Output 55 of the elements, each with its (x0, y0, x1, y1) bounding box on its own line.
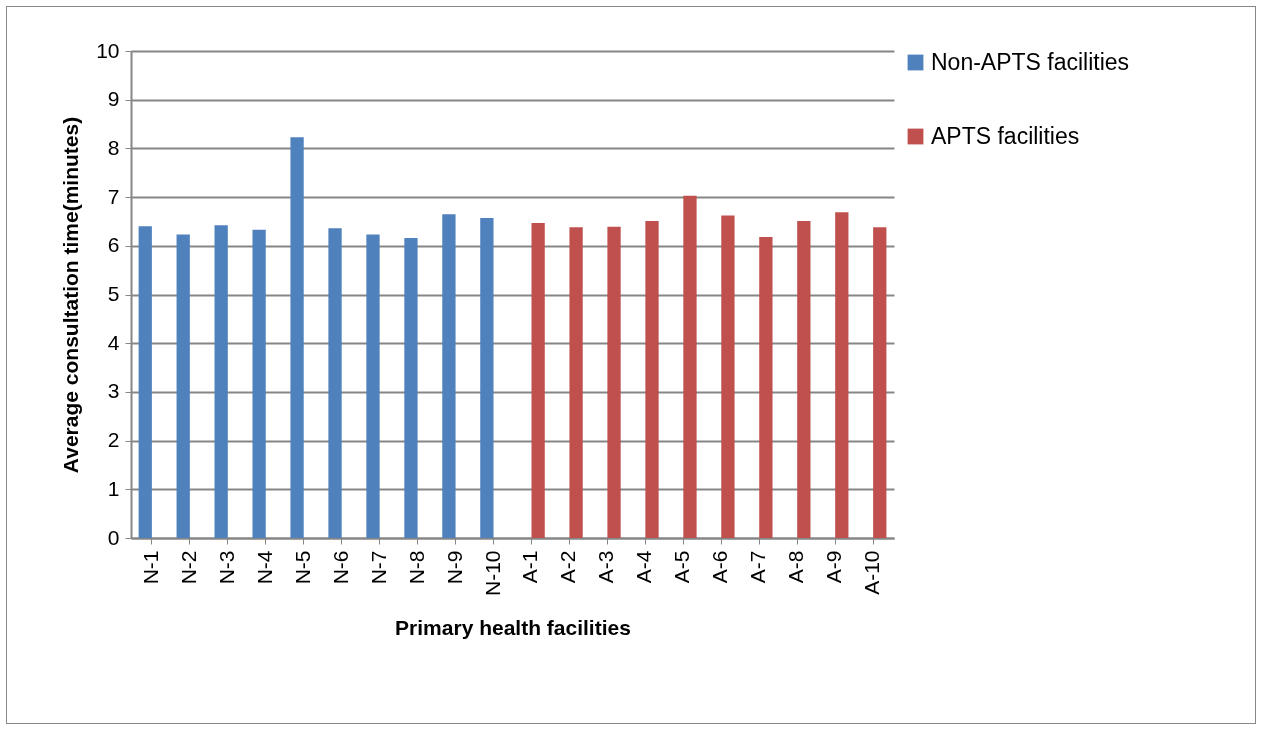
y-tick-label: 0 (107, 525, 120, 549)
bar (480, 218, 494, 538)
x-tick-label: A-4 (632, 550, 656, 584)
y-tick-label: 7 (107, 184, 120, 208)
bar (404, 238, 418, 538)
bar (176, 234, 190, 538)
y-tick-label: 5 (107, 282, 120, 305)
x-tick-label: N-10 (480, 550, 504, 597)
y-tick-label: 4 (107, 330, 120, 354)
x-tick-label: N-8 (404, 550, 428, 585)
y-tick-label: 9 (107, 87, 120, 111)
x-tick-label: N-7 (366, 550, 390, 585)
bar (252, 229, 266, 538)
bar (531, 222, 545, 538)
x-tick-label: A-2 (556, 550, 580, 584)
y-tick-label: 6 (107, 233, 120, 257)
bar (138, 226, 152, 538)
bar (328, 228, 342, 538)
x-tick-label: A-6 (708, 550, 732, 584)
bar (759, 237, 773, 538)
y-tick-label: 3 (107, 379, 120, 403)
legend-label: APTS facilities (931, 122, 1080, 149)
x-tick-label: N-3 (214, 550, 238, 585)
legend-label: Non-APTS facilities (931, 48, 1130, 75)
x-tick-label: A-7 (746, 550, 770, 584)
y-tick-label: 2 (107, 428, 120, 452)
x-tick-label: N-4 (252, 550, 276, 585)
x-tick-label: N-2 (176, 550, 200, 585)
y-axis-title: Average consultation time(minutes) (59, 116, 83, 474)
y-tick-label: 8 (107, 135, 120, 159)
x-tick-label: A-10 (860, 550, 884, 595)
y-tick-label: 10 (96, 38, 120, 62)
bar (683, 195, 697, 538)
x-tick-label: N-6 (328, 550, 352, 585)
x-axis-title: Primary health facilities (395, 616, 631, 640)
x-tick-label: A-9 (822, 550, 846, 584)
x-tick-label: N-9 (442, 550, 466, 585)
bar (366, 234, 380, 538)
bar (569, 227, 583, 538)
bar (797, 220, 811, 538)
x-tick-label: N-5 (290, 550, 314, 585)
x-tick-label: A-3 (594, 550, 618, 584)
x-tick-label: A-1 (518, 550, 542, 584)
bar (645, 220, 659, 538)
bar (835, 212, 849, 538)
bar (607, 226, 621, 538)
bar (214, 225, 228, 538)
x-tick-label: A-5 (670, 550, 694, 584)
bar (290, 137, 304, 538)
bar (721, 215, 735, 538)
x-tick-label: N-1 (138, 550, 162, 585)
bar (873, 227, 887, 538)
bar (442, 214, 456, 538)
x-tick-label: A-8 (784, 550, 808, 584)
y-tick-label: 1 (107, 476, 120, 500)
